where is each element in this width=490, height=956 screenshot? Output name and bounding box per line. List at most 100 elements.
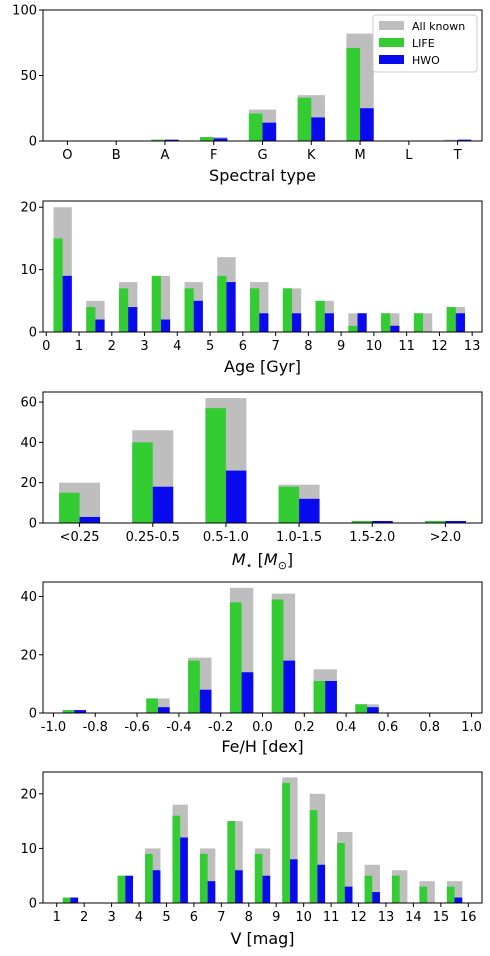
x-tick-label: 3 (107, 910, 115, 925)
bar-life (250, 288, 260, 332)
legend-label: LIFE (412, 37, 435, 50)
bar-life (53, 238, 63, 332)
bar-hwo (95, 319, 105, 332)
y-tick-label: 20 (20, 476, 37, 491)
bar-life (346, 47, 361, 141)
bar-life (424, 520, 446, 523)
x-tick-label: >2.0 (430, 530, 462, 545)
x-tick-label: 16 (460, 910, 477, 925)
y-tick-label: 40 (20, 590, 37, 605)
bar-hwo (457, 139, 472, 141)
x-tick-label: L (405, 148, 413, 163)
bar-hwo (372, 892, 380, 903)
bar-life (313, 680, 326, 713)
x-tick-label: 10 (366, 339, 383, 354)
x-tick-label: 13 (378, 910, 395, 925)
x-tick-label: 14 (405, 910, 422, 925)
bar-hwo (311, 117, 325, 141)
x-tick-label: 0 (42, 339, 50, 354)
legend-swatch-all-known (379, 21, 404, 30)
bar-hwo (152, 486, 174, 523)
bar-life (248, 113, 263, 141)
axes-frame (42, 581, 483, 714)
x-tick-label: <0.25 (60, 530, 100, 545)
bar-hwo (235, 870, 243, 903)
bar-hwo (207, 881, 216, 903)
x-tick-label: 15 (433, 910, 450, 925)
bar-life (217, 275, 227, 332)
y-tick-label: 0 (29, 517, 37, 532)
bar-hwo (199, 689, 212, 713)
y-tick-label: 0 (29, 135, 37, 150)
bar-life (282, 782, 290, 903)
x-tick-label: K (307, 148, 316, 163)
bar-life (188, 660, 200, 713)
bar-life (200, 137, 214, 141)
bar-hwo (289, 859, 298, 903)
x-axis-label: Fe/H [dex] (221, 737, 303, 756)
x-axis-label: V [mag] (230, 929, 294, 948)
x-tick-label: 0.4 (336, 720, 357, 735)
bar-life (62, 710, 75, 713)
y-tick-label: 10 (20, 842, 37, 857)
x-axis-label: Spectral type (209, 166, 316, 185)
x-tick-label: 11 (398, 339, 415, 354)
bar-life (364, 875, 373, 903)
bar-life (227, 821, 236, 904)
bar-life (282, 288, 292, 332)
bar-hwo (455, 313, 465, 332)
bar-hwo (317, 864, 326, 903)
x-tick-label: 0.25-0.5 (126, 530, 180, 545)
bar-life (355, 704, 368, 713)
bar-hwo (62, 275, 72, 332)
axes-frame (42, 200, 483, 333)
x-tick-label: 7 (217, 910, 225, 925)
bar-life (309, 810, 318, 903)
x-tick-label: 6 (239, 339, 247, 354)
bar-life (146, 698, 158, 713)
x-tick-label: 5 (162, 910, 170, 925)
x-tick-label: 1 (75, 339, 83, 354)
bar-hwo (360, 108, 374, 141)
bar-life (392, 875, 400, 903)
x-tick-label: 0.0 (252, 720, 273, 735)
bar-life (229, 602, 242, 713)
bar-life (337, 842, 345, 903)
x-tick-label: 9 (272, 910, 280, 925)
bar-hwo (299, 498, 320, 523)
x-tick-label: 10 (295, 910, 312, 925)
bar-hwo (180, 837, 188, 903)
y-tick-label: 40 (20, 436, 37, 451)
x-tick-label: A (160, 148, 169, 163)
y-tick-label: 100 (12, 4, 37, 19)
bar-life (205, 408, 226, 523)
bar-hwo (259, 313, 269, 332)
x-tick-label: -1.0 (41, 720, 66, 735)
x-tick-label: 1.0-1.5 (276, 530, 322, 545)
y-tick-label: 20 (20, 201, 37, 216)
bar-life (381, 313, 391, 332)
x-tick-label: 8 (245, 910, 253, 925)
bar-life (199, 853, 208, 904)
bar-life (278, 486, 300, 523)
bar-hwo (164, 139, 179, 141)
x-tick-label: -0.6 (124, 720, 149, 735)
bar-hwo (241, 672, 254, 713)
x-tick-label: T (453, 148, 462, 163)
bar-hwo (74, 710, 87, 713)
x-tick-label: F (210, 148, 217, 163)
bar-hwo (193, 300, 203, 332)
bar-hwo (367, 707, 379, 713)
bar-hwo (152, 870, 161, 903)
x-tick-label: 0.6 (378, 720, 399, 735)
bar-hwo (344, 886, 353, 904)
bar-life (254, 853, 263, 904)
x-tick-label: B (112, 148, 121, 163)
bar-hwo (445, 520, 466, 523)
x-tick-label: 0.5-1.0 (203, 530, 249, 545)
chart-panel-mass: 0 20 40 60 <0.25 0.25-0.5 0.5-1.0 1.0-1.5 1.5-2.… (20, 391, 483, 572)
x-tick-label: 12 (431, 339, 448, 354)
bar-life (184, 288, 194, 332)
bar-hwo (262, 122, 277, 141)
